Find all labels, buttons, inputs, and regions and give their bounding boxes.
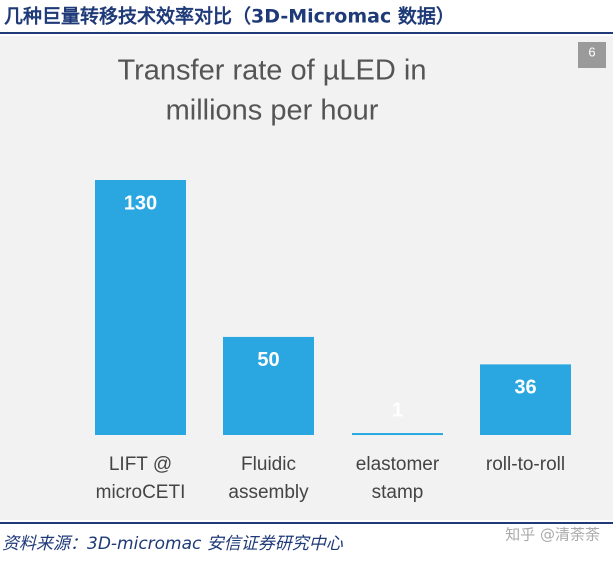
- x-tick-label: LIFT @: [109, 454, 172, 475]
- slide-number-box: [578, 42, 606, 68]
- value-label: 130: [124, 192, 157, 214]
- x-tick-label: elastomer: [356, 454, 440, 475]
- chart-title: millions per hour: [166, 95, 379, 127]
- bar: [352, 433, 443, 436]
- source-note: 资料来源：3D-micromac 安信证券研究中心: [2, 534, 344, 554]
- bar: [480, 364, 571, 435]
- value-label: 1: [392, 399, 403, 421]
- slide-number: 6: [588, 44, 595, 59]
- x-tick-label: stamp: [372, 482, 424, 503]
- bar: [95, 180, 186, 435]
- watermark: 知乎 @清荼荼: [505, 526, 600, 544]
- value-label: 36: [514, 377, 536, 399]
- x-tick-label: Fluidic: [241, 454, 296, 475]
- x-tick-label: roll-to-roll: [486, 454, 565, 475]
- bar: [223, 336, 314, 435]
- x-tick-label: microCETI: [96, 482, 186, 503]
- x-tick-label: assembly: [228, 482, 309, 503]
- chart-title: Transfer rate of µLED in: [118, 55, 427, 87]
- page-title: 几种巨量转移技术效率对比（3D-Micromac 数据）: [4, 5, 455, 28]
- value-label: 50: [257, 349, 279, 371]
